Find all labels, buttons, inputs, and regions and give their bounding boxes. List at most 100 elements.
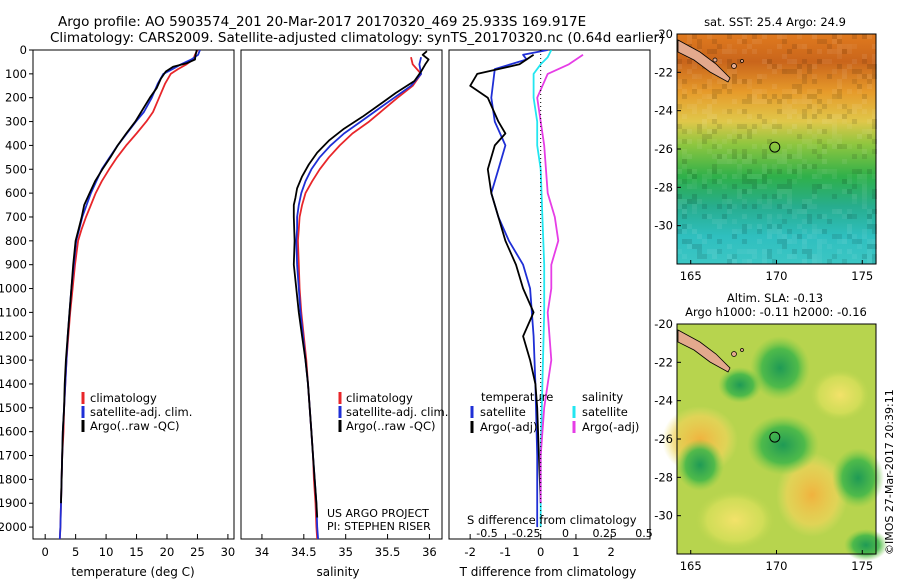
sst-pixel — [697, 249, 702, 254]
sst-pixel — [762, 204, 767, 209]
sst-pixel — [777, 34, 782, 39]
sst-pixel — [677, 64, 682, 69]
sst-pixel — [732, 129, 737, 134]
sst-pixel — [722, 159, 727, 164]
sst-pixel — [807, 129, 812, 134]
sst-pixel — [837, 234, 842, 239]
sst-pixel — [817, 139, 822, 144]
y-tick-label: 1700 — [0, 449, 27, 463]
sst-pixel — [832, 209, 837, 214]
sst-pixel — [722, 199, 727, 204]
sst-pixel — [742, 249, 747, 254]
sst-pixel — [817, 249, 822, 254]
sst-pixel — [862, 154, 867, 159]
y-tick-label: 1600 — [0, 425, 27, 439]
sst-pixel — [802, 44, 807, 49]
sst-pixel — [862, 34, 867, 39]
sst-pixel — [822, 184, 827, 189]
sst-pixel — [852, 184, 857, 189]
sst-pixel — [867, 254, 872, 259]
sst-pixel — [862, 59, 867, 64]
sst-pixel — [862, 229, 867, 234]
sst-pixel — [782, 89, 787, 94]
sst-pixel — [717, 79, 722, 84]
sst-pixel — [872, 59, 877, 64]
sst-pixel — [732, 139, 737, 144]
sst-pixel — [812, 229, 817, 234]
sst-pixel — [752, 99, 757, 104]
sst-pixel — [732, 149, 737, 154]
sst-pixel — [777, 194, 782, 199]
sst-pixel — [762, 174, 767, 179]
sst-pixel — [797, 89, 802, 94]
sst-pixel — [702, 214, 707, 219]
sla-anomaly-low — [832, 448, 884, 508]
sst-pixel — [842, 179, 847, 184]
sst-pixel — [752, 124, 757, 129]
sst-pixel — [747, 159, 752, 164]
sst-pixel — [742, 79, 747, 84]
sst-pixel — [767, 124, 772, 129]
legend-label-climatology: climatology — [346, 391, 413, 405]
figure-title-line2: Climatology: CARS2009. Satellite-adjuste… — [50, 30, 664, 46]
sst-pixel — [797, 234, 802, 239]
sst-pixel — [852, 169, 857, 174]
sst-pixel — [757, 79, 762, 84]
sst-pixel — [767, 154, 772, 159]
sst-pixel — [832, 194, 837, 199]
sst-pixel — [717, 144, 722, 149]
sst-pixel — [677, 84, 682, 89]
sst-pixel — [712, 94, 717, 99]
sst-pixel — [687, 139, 692, 144]
sst-pixel — [872, 259, 877, 264]
sst-pixel — [742, 179, 747, 184]
sst-pixel — [817, 174, 822, 179]
sst-pixel — [807, 124, 812, 129]
sst-pixel — [812, 234, 817, 239]
sst-pixel — [827, 114, 832, 119]
sst-pixel — [757, 239, 762, 244]
sst-pixel — [682, 229, 687, 234]
sst-pixel — [762, 194, 767, 199]
sst-pixel — [747, 174, 752, 179]
sst-pixel — [872, 194, 877, 199]
sst-pixel — [842, 49, 847, 54]
sst-pixel — [767, 224, 772, 229]
sst-pixel — [747, 259, 752, 264]
top-tick-label: 0.25 — [593, 527, 618, 540]
new-caledonia-landmass — [677, 39, 731, 83]
sst-pixel — [712, 139, 717, 144]
sst-pixel — [712, 129, 717, 134]
sst-pixel — [687, 199, 692, 204]
temperature-legend: climatology satellite-adj. clim. Argo(..… — [81, 391, 192, 433]
x-tick-label: 34.5 — [291, 545, 317, 559]
salinity-series-group — [292, 50, 430, 539]
sst-pixel — [807, 94, 812, 99]
sst-pixel — [822, 169, 827, 174]
sst-pixel — [792, 214, 797, 219]
sst-pixel — [867, 214, 872, 219]
sst-pixel — [682, 154, 687, 159]
sst-pixel — [707, 94, 712, 99]
sst-pixel — [812, 194, 817, 199]
sst-pixel — [687, 174, 692, 179]
sst-pixel — [762, 74, 767, 79]
sst-pixel — [767, 199, 772, 204]
sst-pixel — [732, 159, 737, 164]
sst-pixel — [742, 199, 747, 204]
sst-pixel — [797, 164, 802, 169]
sst-pixel — [717, 154, 722, 159]
sst-pixel — [692, 34, 697, 39]
sst-pixel — [757, 224, 762, 229]
sst-pixel — [717, 89, 722, 94]
sst-pixel — [692, 59, 697, 64]
sst-pixel — [862, 109, 867, 114]
sst-pixel — [712, 114, 717, 119]
sst-pixel — [727, 149, 732, 154]
sst-pixel — [692, 109, 697, 114]
sst-pixel — [682, 179, 687, 184]
sst-pixel — [852, 59, 857, 64]
sst-pixel — [827, 119, 832, 124]
sst-pixel — [827, 259, 832, 264]
y-tick-label: 600 — [5, 186, 27, 200]
